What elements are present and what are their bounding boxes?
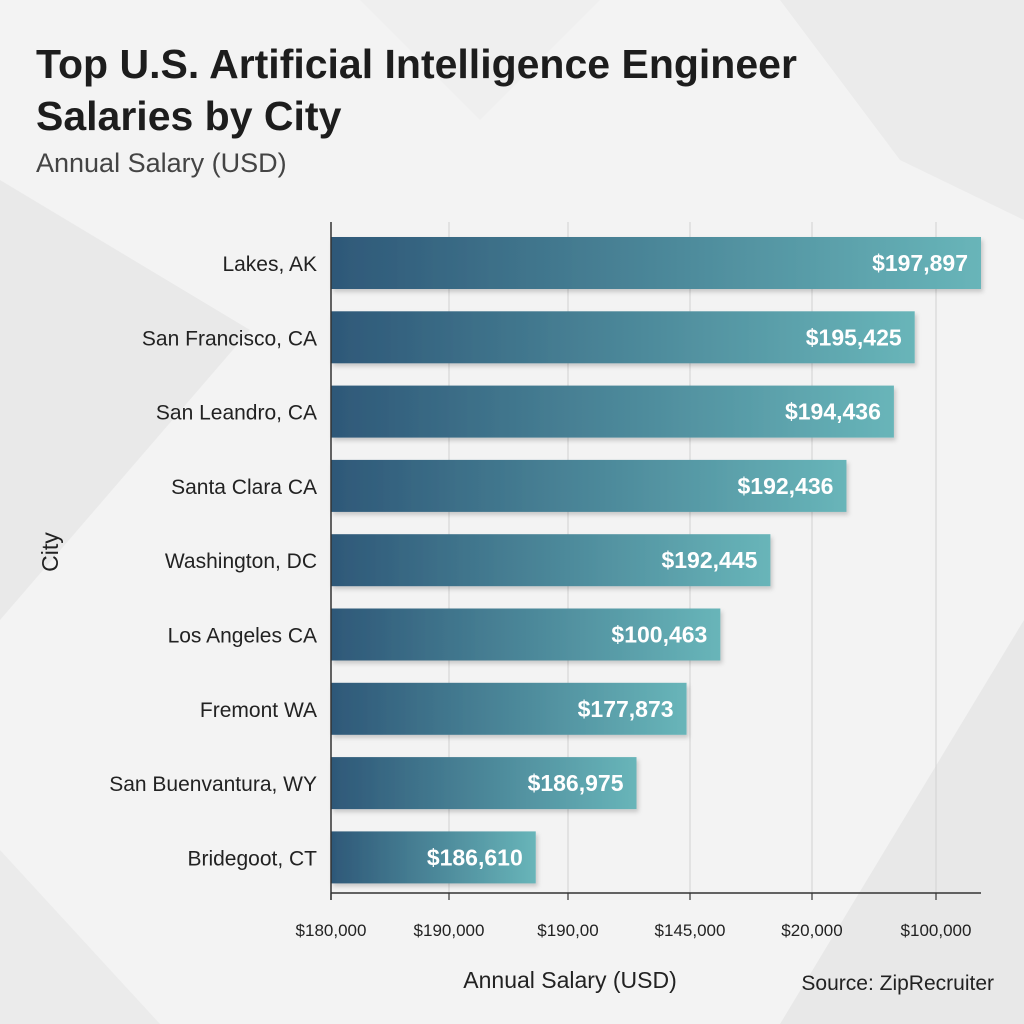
city-label: Lakes, AK	[222, 253, 317, 276]
x-tick-label: $190,000	[414, 921, 485, 940]
city-label: San Leandro, CA	[156, 402, 317, 425]
city-label: Bridegoot, CT	[187, 847, 317, 870]
bar-value-label: $100,463	[611, 622, 707, 648]
bar-value-label: $186,975	[528, 770, 624, 796]
x-tick-label: $20,000	[781, 921, 842, 940]
city-label: San Francisco, CA	[142, 327, 317, 350]
bar-value-label: $195,425	[806, 324, 902, 350]
bar-value-label: $177,873	[578, 696, 674, 722]
x-tick-label: $190,00	[537, 921, 598, 940]
city-label: Santa Clara CA	[171, 476, 317, 499]
city-label: Washington, DC	[165, 550, 317, 573]
salary-bar	[331, 682, 687, 735]
bar-value-label: $194,436	[785, 399, 881, 425]
y-axis-title: City	[37, 532, 63, 572]
x-tick-label: $180,000	[296, 921, 367, 940]
chart-title: Top U.S. Artificial Intelligence Enginee…	[36, 41, 797, 139]
salary-bar	[331, 459, 847, 512]
salary-bar	[331, 237, 981, 289]
salary-bar	[331, 385, 894, 438]
source-note: Source: ZipRecruiter	[801, 972, 994, 995]
salary-bar	[331, 608, 721, 661]
salary-bar	[331, 757, 637, 810]
bar-value-label: $186,610	[427, 844, 523, 870]
x-axis-title: Annual Salary (USD)	[463, 967, 676, 993]
city-label: Fremont WA	[200, 699, 317, 722]
bar-value-label: $192,436	[738, 473, 834, 499]
bar-value-label: $197,897	[872, 250, 968, 276]
city-label: Los Angeles CA	[168, 625, 317, 648]
bar-value-label: $192,445	[661, 547, 757, 573]
chart-subtitle: Annual Salary (USD)	[36, 148, 287, 178]
x-tick-label: $145,000	[655, 921, 726, 940]
salary-bar	[331, 311, 915, 364]
city-label: San Buenvantura, WY	[109, 773, 317, 796]
x-tick-label: $100,000	[901, 921, 972, 940]
salary-bar	[331, 831, 536, 884]
salary-bar	[331, 534, 771, 587]
